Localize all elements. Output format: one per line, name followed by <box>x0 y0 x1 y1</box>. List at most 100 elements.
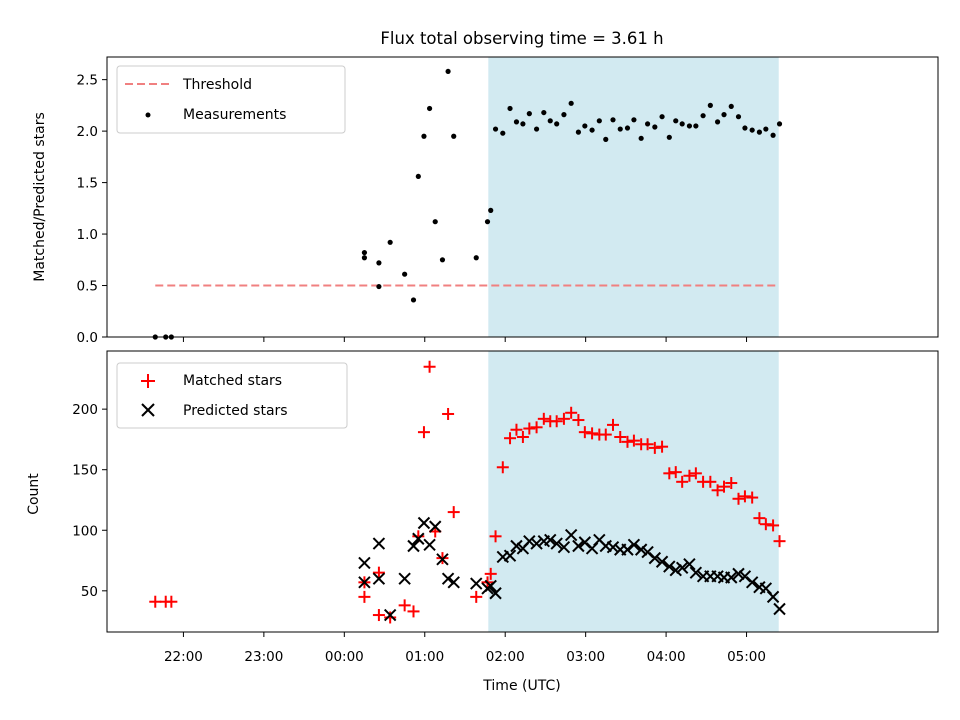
matched-stars-point <box>489 530 502 543</box>
matched-stars-point <box>732 492 745 505</box>
matched-stars-point <box>676 475 689 488</box>
measurements-point <box>659 114 665 120</box>
x-tick-label: 00:00 <box>325 649 364 665</box>
measurements-point <box>533 126 540 132</box>
predicted-stars-point <box>423 538 436 552</box>
matched-stars-point <box>663 467 676 480</box>
legend-predicted-swatch <box>141 403 155 417</box>
predicted-stars-point <box>503 549 517 562</box>
predicted-stars-point <box>725 571 738 584</box>
matched-stars-point <box>648 441 661 454</box>
legend-predicted-label: Predicted stars <box>183 403 288 419</box>
measurements-point <box>624 125 631 131</box>
predicted-stars-point <box>648 551 662 565</box>
chart-title: Flux total observing time = 3.61 h <box>380 29 663 48</box>
matched-stars-point <box>704 475 717 488</box>
measurements-point <box>402 271 408 277</box>
y-tick-label: 100 <box>72 523 98 539</box>
predicted-stars-point <box>358 556 371 570</box>
predicted-stars-point <box>557 541 571 554</box>
matched-stars-point <box>516 430 529 443</box>
predicted-stars-point <box>372 572 386 585</box>
predicted-stars-point <box>412 532 425 545</box>
measurements-point <box>700 113 706 119</box>
predicted-stars-point <box>773 602 786 616</box>
matched-stars-point <box>165 595 178 608</box>
measurements-point <box>644 121 651 127</box>
measurements-point <box>484 219 491 225</box>
matched-stars-point <box>565 406 578 419</box>
predicted-stars-point <box>572 539 585 553</box>
matched-stars-point <box>711 484 724 497</box>
matched-stars-point <box>447 506 460 519</box>
predicted-stars-point <box>489 587 502 600</box>
predicted-stars-point <box>436 553 449 566</box>
measurements-point <box>376 283 382 290</box>
ratio-panel-frame <box>106 56 939 338</box>
measurements-point <box>451 133 457 139</box>
measurements-point <box>631 117 637 123</box>
measurements-point <box>361 255 368 261</box>
matched-stars-point <box>627 434 640 447</box>
predicted-stars-point <box>655 555 669 568</box>
predicted-stars-point <box>523 534 536 548</box>
predicted-stars-point <box>606 541 620 554</box>
measurements-point <box>707 102 713 108</box>
measurements-point <box>507 105 513 112</box>
counts-y-axis-label: Count <box>26 473 42 515</box>
y-tick-label: 0.0 <box>77 330 98 346</box>
measurements-point <box>488 207 494 213</box>
x-tick-label: 22:00 <box>164 649 203 665</box>
measurements-point <box>415 173 421 180</box>
ratio-legend-box <box>116 65 346 134</box>
measurements-point <box>721 112 727 118</box>
matched-stars-point <box>530 421 543 434</box>
matched-stars-point <box>753 512 766 525</box>
predicted-stars-point <box>358 576 371 589</box>
predicted-stars-point <box>634 543 648 556</box>
measurements-point <box>686 123 693 129</box>
y-tick-label: 1.5 <box>77 176 98 192</box>
legend-measurements-label: Measurements <box>183 107 286 123</box>
ratio-y-axis-label: Matched/Predicted stars <box>32 112 48 282</box>
measurements-point <box>473 255 479 261</box>
y-tick-label: 1.0 <box>77 227 98 243</box>
counts-panel: 50 100 150 200 Matched stars Predicted star… <box>26 350 939 637</box>
predicted-stars-point <box>627 538 641 552</box>
ratio-legend: Threshold Measurements <box>116 65 346 134</box>
matched-stars-point <box>572 414 585 427</box>
measurements-point <box>561 112 567 118</box>
counts-legend: Matched stars Predicted stars <box>116 362 348 429</box>
predicted-stars-point <box>732 567 745 581</box>
matched-stars-point <box>718 480 731 493</box>
predicted-stars-point <box>621 543 634 556</box>
measurements-point <box>714 119 721 125</box>
predicted-stars-point <box>441 572 455 585</box>
y-tick-label: 200 <box>72 402 98 418</box>
measurements-point <box>728 103 734 110</box>
predicted-stars-point <box>564 528 578 542</box>
predicted-stars-point <box>398 572 411 585</box>
x-tick-label: 23:00 <box>244 649 283 665</box>
measurements-point <box>500 130 506 136</box>
matched-stars-point <box>149 595 162 608</box>
legend-threshold-label: Threshold <box>182 77 252 93</box>
measurements-point <box>526 111 532 117</box>
matched-stars-point <box>683 469 696 482</box>
predicted-stars-point <box>470 577 483 590</box>
predicted-stars-point <box>663 560 676 573</box>
legend-matched-swatch <box>141 374 155 388</box>
predicted-stars-point <box>530 537 543 550</box>
measurements-point <box>421 133 427 139</box>
measurements-point <box>439 257 446 263</box>
measurements-point <box>652 124 658 130</box>
predicted-stars-point <box>447 576 460 589</box>
matched-stars-point <box>725 477 738 490</box>
observing-window-shade <box>488 57 779 337</box>
predicted-stars-point <box>550 537 563 550</box>
y-tick-label: 2.0 <box>77 124 98 140</box>
predicted-stars-point <box>544 533 557 547</box>
measurements-point <box>756 129 763 135</box>
predicted-stars-point <box>417 516 431 530</box>
